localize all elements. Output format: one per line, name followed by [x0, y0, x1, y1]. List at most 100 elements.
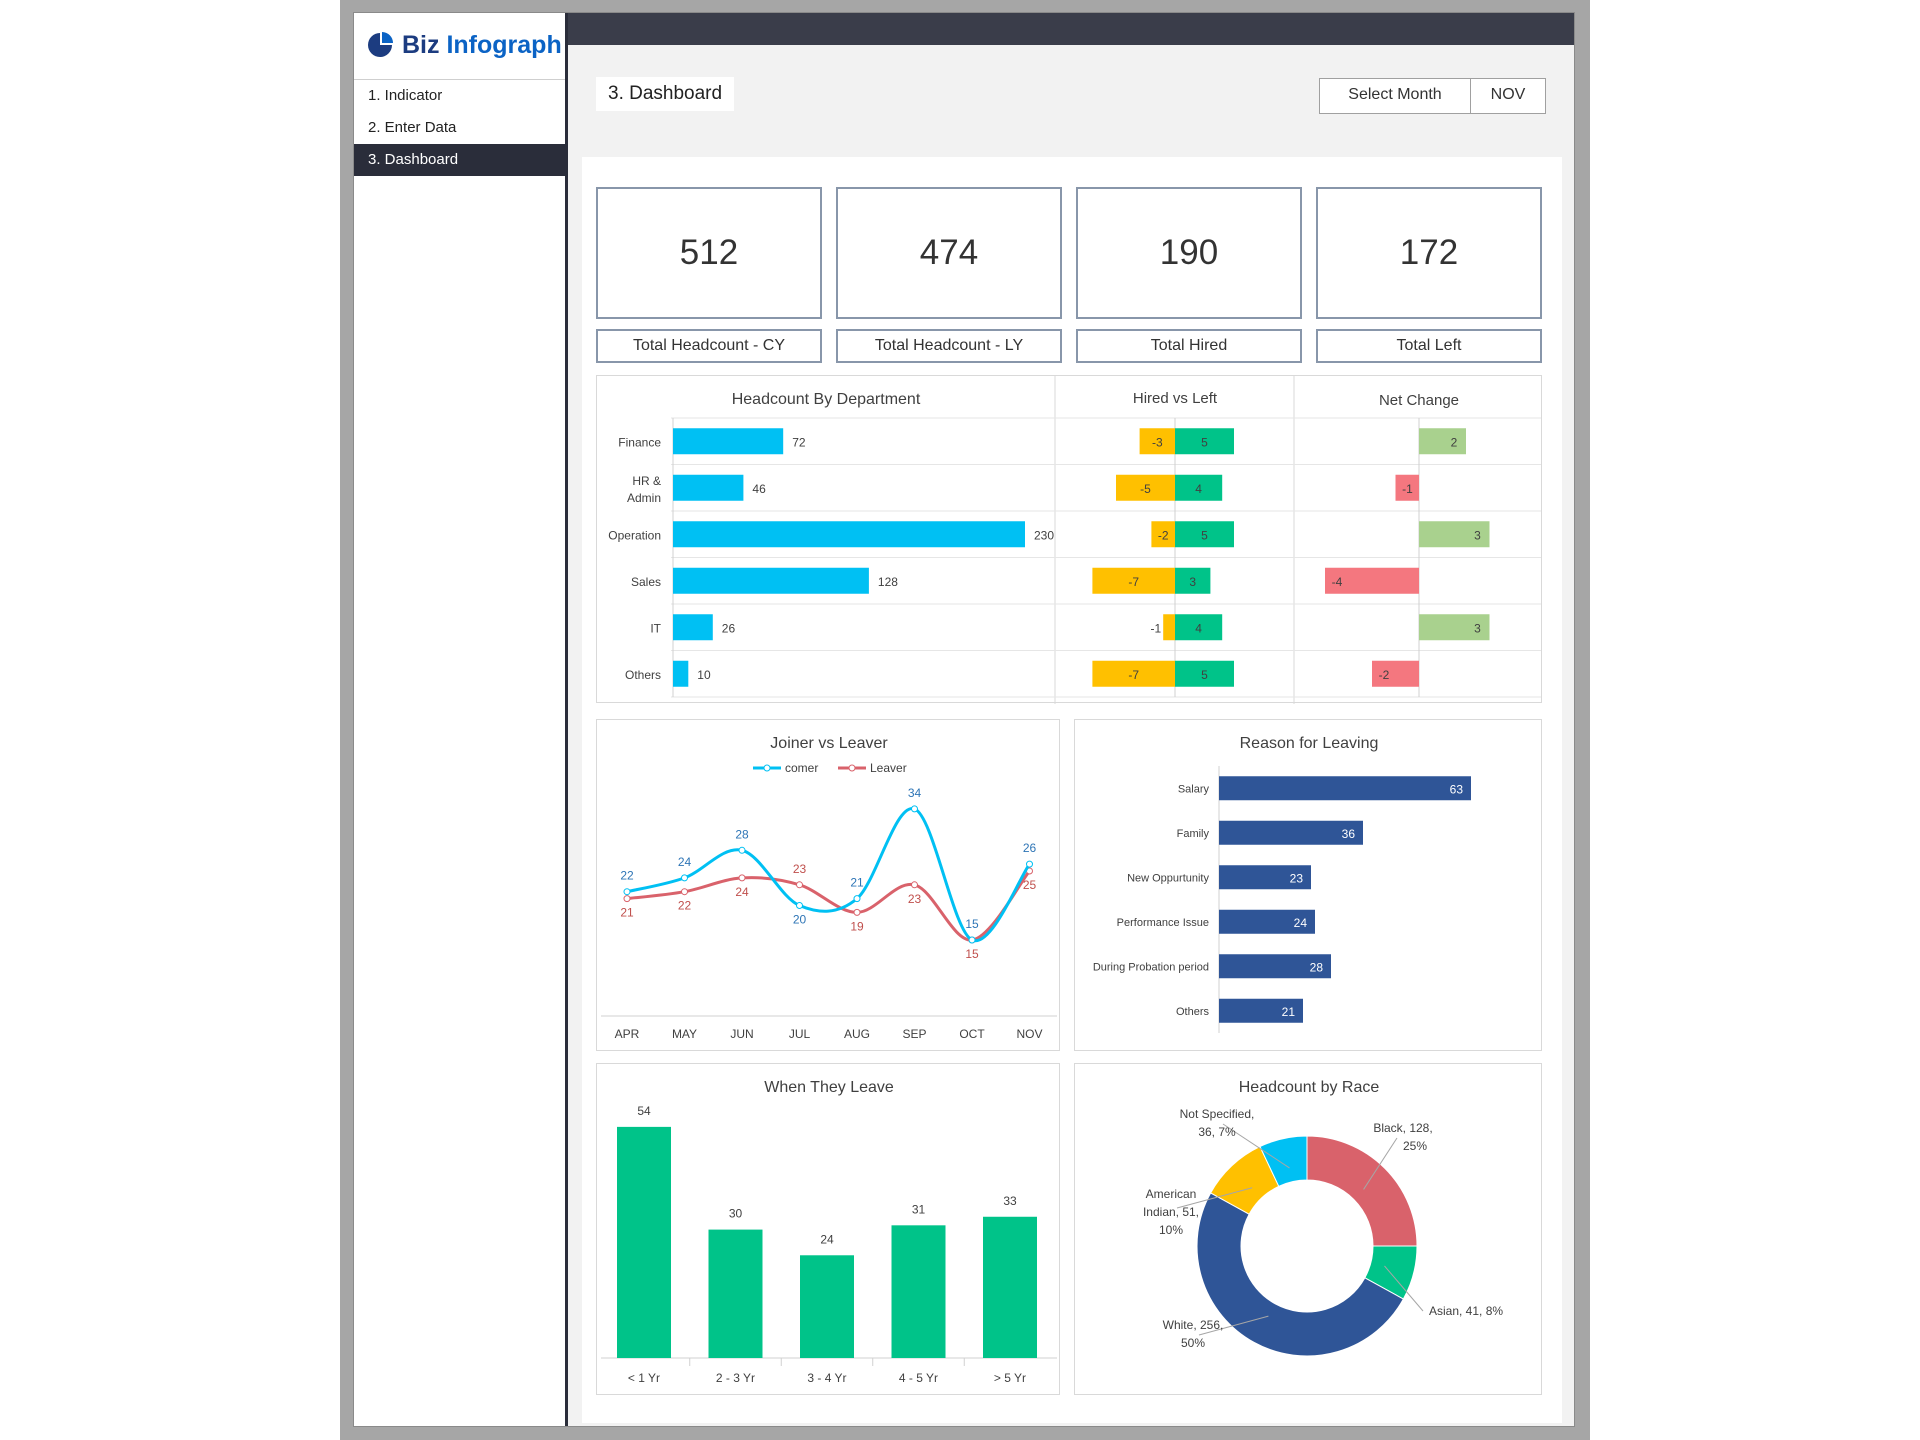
x-tick-label: 4 - 5 Yr — [899, 1371, 938, 1385]
data-label: 24 — [735, 885, 749, 899]
x-tick-label: OCT — [959, 1027, 985, 1041]
hired-bar-label: 3 — [1189, 575, 1196, 589]
data-label: 34 — [908, 786, 922, 800]
legend-marker — [848, 764, 856, 772]
data-label: 15 — [965, 947, 979, 961]
left-bar-hr-admin — [1116, 474, 1175, 501]
kpi-total-left-value: 172 — [1316, 187, 1542, 319]
reason-bar-family — [1219, 820, 1363, 845]
hired-bar-label: 4 — [1195, 482, 1202, 496]
donut-data-label: White, 256, — [1163, 1318, 1224, 1332]
joiner-leaver-panel: Joiner vs Leaver comer Leaver APR MAY JUN JUL A… — [596, 719, 1060, 1051]
reason-tick-label: During Probation period — [1093, 961, 1209, 973]
month-selector: Select Month NOV — [1319, 78, 1546, 114]
dept-tick-label: HR & — [632, 474, 661, 488]
dept-tick-label: Operation — [608, 528, 661, 542]
hired-bar-others — [1175, 660, 1234, 687]
left-bar-label: -2 — [1158, 528, 1169, 542]
data-label: 23 — [793, 862, 807, 876]
data-label: 15 — [965, 917, 979, 931]
x-tick-label: APR — [615, 1027, 640, 1041]
donut-data-label: American — [1146, 1187, 1197, 1201]
hired-bar-label: 5 — [1201, 435, 1208, 449]
hired-bar-operation — [1175, 521, 1234, 548]
leader-line — [1384, 1265, 1424, 1312]
net-bar-operation — [1419, 521, 1490, 548]
brand-logo: Biz Infograph — [366, 27, 562, 63]
x-tick-label: JUN — [730, 1027, 753, 1041]
kpi-headcount-cy-label: Total Headcount - CY — [596, 329, 822, 363]
donut-slice-black — [1306, 1135, 1418, 1247]
left-bar-others — [1092, 660, 1175, 687]
dept-bar-finance — [673, 428, 784, 455]
data-label: 23 — [908, 892, 922, 906]
reason-bar-salary — [1219, 776, 1471, 801]
sidebar-item-enter-data[interactable]: 2. Enter Data — [368, 119, 457, 136]
headcount-dept-title: Headcount By Department — [732, 391, 921, 408]
hired-bar-label: 5 — [1201, 528, 1208, 542]
data-label: 19 — [850, 919, 864, 933]
department-charts: Headcount By Department Hired vs Left Net … — [608, 376, 1541, 704]
data-label: 22 — [620, 869, 634, 883]
reason-tick-label: Others — [1176, 1006, 1210, 1018]
series-point — [738, 846, 746, 854]
net-bar-hr-admin — [1395, 474, 1419, 501]
when-they-leave-title: When They Leave — [764, 1079, 894, 1096]
reason-leaving-title: Reason for Leaving — [1240, 735, 1379, 752]
leader-line — [1222, 1123, 1290, 1169]
x-tick-label: NOV — [1016, 1027, 1042, 1041]
x-tick-label: JUL — [789, 1027, 811, 1041]
hired-bar-label: 5 — [1201, 668, 1208, 682]
donut-data-label: Asian, 41, 8% — [1429, 1304, 1503, 1318]
dept-bar-others — [673, 660, 689, 687]
reason-bar-label: 63 — [1450, 782, 1464, 796]
hired-vs-left-title: Hired vs Left — [1133, 390, 1218, 407]
select-month-button[interactable]: Select Month — [1320, 79, 1471, 113]
kpi-total-left-label: Total Left — [1316, 329, 1542, 363]
pie-logo-icon — [368, 32, 393, 57]
donut-data-label: 36, 7% — [1198, 1125, 1236, 1139]
race-title: Headcount by Race — [1239, 1079, 1380, 1096]
series-point — [681, 874, 688, 882]
x-tick-label: > 5 Yr — [994, 1371, 1026, 1385]
dept-bar-label: 128 — [878, 575, 898, 589]
data-label: 25 — [1023, 878, 1037, 892]
net-bar-label: -4 — [1332, 575, 1343, 589]
when-bar-label: 24 — [820, 1232, 834, 1246]
race-panel: Headcount by Race Black, 128, 25% Asian, 41… — [1074, 1063, 1542, 1395]
left-bar-label: -5 — [1140, 482, 1151, 496]
leader-line — [1363, 1137, 1398, 1190]
when-bar-label: 54 — [637, 1104, 651, 1118]
series-point — [681, 888, 688, 896]
when-they-leave-chart: When They Leave 54 < 1 Yr 30 2 - 3 Yr 24 3 - 4… — [601, 1079, 1057, 1385]
when-bar-5-yr — [983, 1216, 1037, 1358]
donut-data-label: 10% — [1159, 1223, 1183, 1237]
dept-tick-label: Admin — [627, 491, 661, 505]
data-label: 20 — [793, 913, 807, 927]
when-bar-1-yr — [617, 1126, 671, 1358]
sidebar: Biz Infograph 1. Indicator 2. Enter Data… — [354, 13, 568, 1426]
x-tick-label: SEP — [902, 1027, 926, 1041]
x-tick-label: < 1 Yr — [628, 1371, 660, 1385]
hired-bar-hr-admin — [1175, 474, 1223, 501]
reason-bar-label: 23 — [1290, 871, 1304, 885]
donut-slice-not-specified — [1259, 1135, 1308, 1188]
kpi-total-hired-value: 190 — [1076, 187, 1302, 319]
reason-bar-new-oppurtunity — [1219, 865, 1311, 890]
donut-data-label: 50% — [1181, 1336, 1205, 1350]
dept-bar-label: 72 — [792, 435, 806, 449]
selected-month-value[interactable]: NOV — [1490, 86, 1526, 103]
brand-name: Biz Infograph — [402, 30, 562, 59]
dept-bar-hr-admin — [673, 474, 744, 501]
dept-tick-label: Sales — [631, 575, 661, 589]
reason-tick-label: Family — [1177, 828, 1210, 840]
dept-tick-label: IT — [650, 621, 661, 635]
data-label: 24 — [678, 855, 692, 869]
sidebar-item-dashboard[interactable]: 3. Dashboard — [354, 144, 565, 176]
sidebar-item-indicator[interactable]: 1. Indicator — [368, 87, 443, 104]
left-bar-finance — [1139, 428, 1175, 455]
race-donut-chart: Headcount by Race Black, 128, 25% Asian, 41… — [1143, 1079, 1503, 1357]
x-tick-label: 3 - 4 Yr — [807, 1371, 846, 1385]
donut-data-label: Black, 128, — [1373, 1121, 1432, 1135]
when-bar-3-4-yr — [800, 1255, 854, 1358]
